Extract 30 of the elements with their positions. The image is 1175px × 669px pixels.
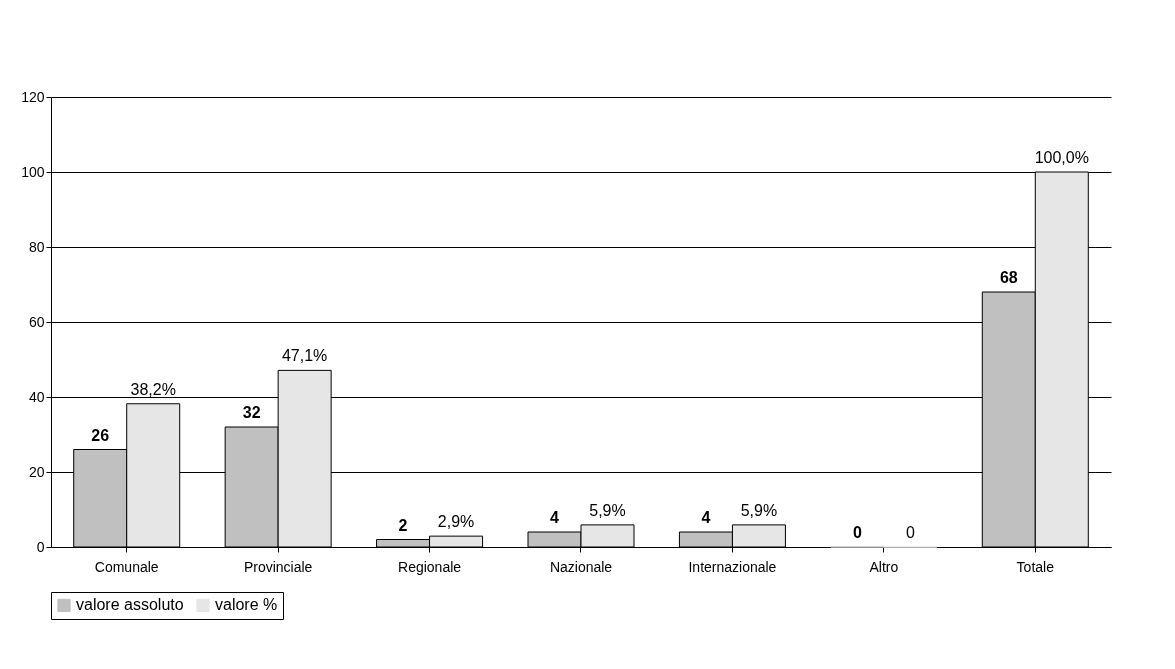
data-label: 38,2%	[130, 380, 176, 398]
data-label: 47,1%	[281, 347, 328, 365]
x-tick-label: Provinciale	[243, 558, 313, 575]
data-label: 4	[550, 509, 560, 526]
data-label: 100,0%	[1034, 149, 1089, 166]
y-tick-label: 120	[21, 88, 45, 105]
x-tick-label: Altro	[869, 558, 899, 575]
data-label: 26	[91, 426, 110, 444]
data-label: 2,9%	[437, 513, 475, 531]
legend-label: valore %	[215, 596, 278, 614]
y-tick-label: 100	[21, 163, 45, 180]
x-tick-label: Nazionale	[549, 558, 613, 575]
y-tick-label: 40	[28, 388, 45, 405]
data-label: 0	[905, 524, 915, 541]
data-label: 68	[999, 269, 1018, 286]
x-tick-label: Comunale	[94, 558, 159, 575]
x-tick-label: Totale	[1016, 558, 1055, 575]
y-tick-label: 0	[36, 538, 45, 555]
data-label: 0	[852, 524, 862, 541]
y-tick-label: 80	[28, 238, 45, 255]
x-tick-label: Internazionale	[688, 558, 777, 575]
data-label: 5,9%	[740, 501, 778, 519]
y-tick-label: 60	[28, 313, 45, 330]
x-tick-label: Regionale	[398, 558, 462, 575]
data-label: 32	[242, 404, 261, 421]
data-label: 4	[701, 509, 711, 526]
legend-label: valore assoluto	[76, 596, 184, 614]
data-label: 5,9%	[589, 501, 626, 519]
data-label: 2	[398, 516, 408, 534]
y-tick-label: 20	[28, 463, 45, 480]
